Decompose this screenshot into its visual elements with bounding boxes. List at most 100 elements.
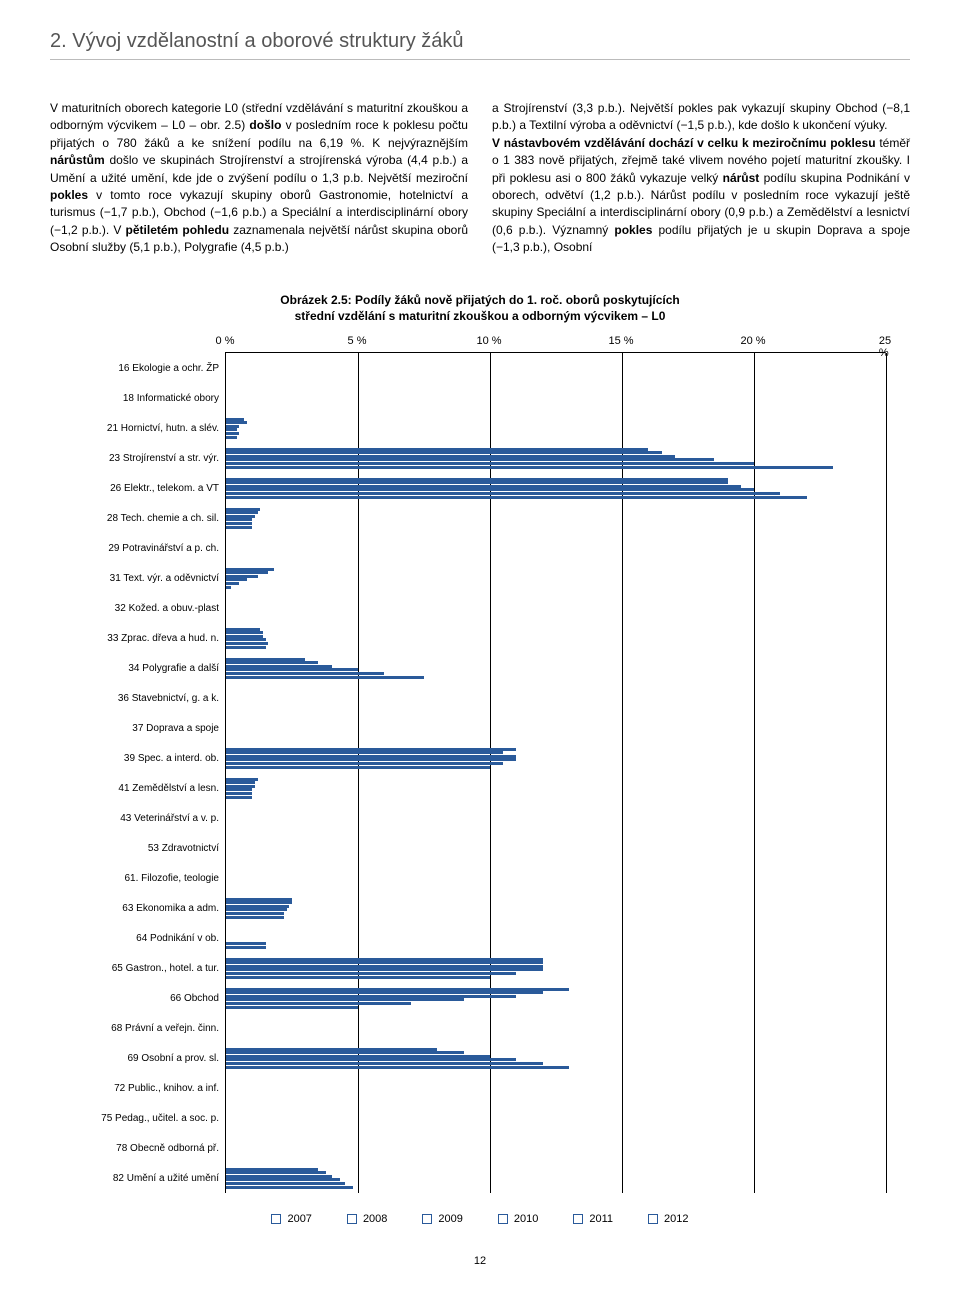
page-number: 12 [50, 1255, 910, 1267]
bar [226, 631, 263, 634]
bar [226, 1066, 569, 1069]
bar [226, 1048, 437, 1051]
bar [226, 432, 239, 435]
legend-item: 2009 [422, 1213, 462, 1225]
bar [226, 788, 252, 791]
bar-group [226, 983, 910, 1013]
bar-group [226, 713, 910, 743]
bar-group [226, 413, 910, 443]
legend-swatch-icon [422, 1214, 432, 1224]
bar [226, 526, 252, 529]
bar [226, 905, 289, 908]
category-label: 23 Strojírenství a str. výr. [50, 443, 225, 473]
chart-title: Obrázek 2.5: Podíly žáků nově přijatých … [50, 292, 910, 326]
bar-group [226, 923, 910, 953]
bar [226, 1058, 516, 1061]
bar [226, 511, 258, 514]
column-left: V maturitních oborech kategorie L0 (stře… [50, 100, 468, 257]
category-label: 37 Doprava a spoje [50, 713, 225, 743]
category-label: 41 Zemědělství a lesn. [50, 773, 225, 803]
bar [226, 421, 247, 424]
column-right: a Strojírenství (3,3 p.b.). Největší pok… [492, 100, 910, 257]
bar [226, 436, 237, 439]
bar [226, 766, 490, 769]
bar [226, 425, 239, 428]
bar [226, 758, 516, 761]
category-label: 72 Public., knihov. a inf. [50, 1073, 225, 1103]
bar [226, 458, 714, 461]
legend-swatch-icon [347, 1214, 357, 1224]
bar [226, 946, 266, 949]
bar [226, 462, 754, 465]
bar [226, 988, 569, 991]
bar-group [226, 683, 910, 713]
bar [226, 916, 284, 919]
bar [226, 568, 274, 571]
bar [226, 492, 780, 495]
section-header: 2. Vývoj vzdělanostní a oborové struktur… [50, 30, 910, 60]
bar [226, 908, 287, 911]
bar [226, 496, 807, 499]
legend-item: 2007 [271, 1213, 311, 1225]
bar [226, 428, 237, 431]
bar [226, 582, 239, 585]
bar [226, 991, 543, 994]
bar [226, 796, 252, 799]
bar [226, 646, 266, 649]
bar [226, 942, 266, 945]
bar [226, 1168, 318, 1171]
bar [226, 658, 305, 661]
bar-group [226, 893, 910, 923]
bar [226, 1171, 326, 1174]
category-label: 68 Právní a veřejn. činn. [50, 1013, 225, 1043]
x-tick: 10 % [476, 335, 501, 347]
bar [226, 418, 244, 421]
bar [226, 642, 268, 645]
y-axis-labels: 16 Ekologie a ochr. ŽP18 Informatické ob… [50, 353, 225, 1193]
bar [226, 672, 384, 675]
category-label: 39 Spec. a interd. ob. [50, 743, 225, 773]
category-label: 26 Elektr., telekom. a VT [50, 473, 225, 503]
bar [226, 898, 292, 901]
bar [226, 961, 543, 964]
bar-group [226, 593, 910, 623]
category-label: 82 Umění a užité umění [50, 1163, 225, 1193]
legend-label: 2007 [287, 1213, 311, 1225]
bar [226, 965, 543, 968]
category-label: 21 Hornictví, hutn. a slév. [50, 413, 225, 443]
bar-group [226, 1073, 910, 1103]
x-axis: 0 %5 %10 %15 %20 %25 % [225, 335, 885, 353]
legend-swatch-icon [573, 1214, 583, 1224]
bar [226, 976, 490, 979]
body-columns: V maturitních oborech kategorie L0 (stře… [50, 100, 910, 257]
bar [226, 1006, 358, 1009]
bar [226, 958, 543, 961]
bar [226, 995, 516, 998]
category-label: 61. Filozofie, teologie [50, 863, 225, 893]
category-label: 78 Obecně odborná př. [50, 1133, 225, 1163]
bar [226, 762, 503, 765]
bar [226, 665, 332, 668]
bar [226, 901, 292, 904]
bar [226, 455, 675, 458]
chart: 0 %5 %10 %15 %20 %25 % 16 Ekologie a och… [50, 335, 910, 1225]
category-label: 53 Zdravotnictví [50, 833, 225, 863]
x-tick: 0 % [216, 335, 235, 347]
category-label: 65 Gastron., hotel. a tur. [50, 953, 225, 983]
bar-group [226, 953, 910, 983]
plot-area [225, 353, 910, 1193]
legend-item: 2012 [648, 1213, 688, 1225]
bar [226, 578, 247, 581]
bar-group [226, 1133, 910, 1163]
bar [226, 508, 260, 511]
bar-group [226, 653, 910, 683]
bar-group [226, 833, 910, 863]
legend-swatch-icon [648, 1214, 658, 1224]
bar [226, 751, 503, 754]
bar-group [226, 743, 910, 773]
legend-label: 2011 [589, 1213, 613, 1225]
category-label: 63 Ekonomika a adm. [50, 893, 225, 923]
x-tick: 15 % [608, 335, 633, 347]
category-label: 43 Veterinářství a v. p. [50, 803, 225, 833]
bar [226, 571, 268, 574]
